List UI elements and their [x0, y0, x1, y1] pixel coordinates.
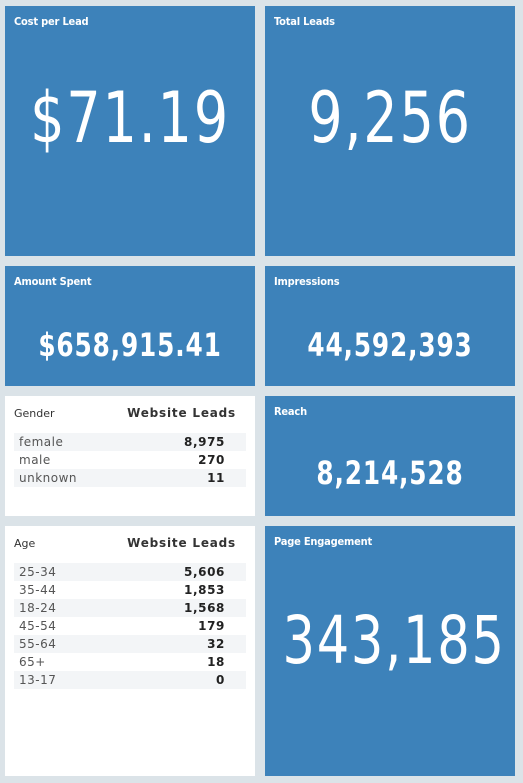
row-value: 0 [216, 673, 225, 687]
table-row: 13-17 0 [14, 671, 246, 689]
impressions-value: 44,592,393 [307, 326, 473, 364]
amount-spent-value: $658,915.41 [38, 326, 222, 364]
row-value: 5,606 [184, 565, 225, 579]
page-engagement-title: Page Engagement [274, 535, 373, 548]
age-table-header: Age Website Leads [14, 534, 246, 552]
page-engagement-value: 343,185 [282, 602, 506, 679]
row-value: 11 [207, 471, 225, 485]
row-value: 270 [198, 453, 225, 467]
page-engagement-tile: Page Engagement 343,185 [265, 526, 515, 776]
gender-table-rows: female 8,975 male 270 unknown 11 [14, 433, 246, 487]
table-row: 55-64 32 [14, 635, 246, 653]
table-row: 25-34 5,606 [14, 563, 246, 581]
row-value: 32 [207, 637, 225, 651]
amount-spent-tile: Amount Spent $658,915.41 [5, 266, 255, 386]
age-column-header: Age [14, 536, 36, 550]
row-value: 1,568 [184, 601, 225, 615]
row-value: 1,853 [184, 583, 225, 597]
cost-per-lead-value: $71.19 [30, 77, 230, 159]
row-label: male [19, 453, 51, 467]
table-row: 65+ 18 [14, 653, 246, 671]
amount-spent-title: Amount Spent [14, 275, 92, 288]
gender-table-tile: Gender Website Leads female 8,975 male 270… [5, 396, 255, 516]
row-label: 45-54 [19, 619, 57, 633]
age-table-rows: 25-34 5,606 35-44 1,853 18-24 1,568 45-54 17… [14, 563, 246, 689]
table-row: female 8,975 [14, 433, 246, 451]
row-label: 55-64 [19, 637, 57, 651]
row-label: 65+ [19, 655, 46, 669]
reach-title: Reach [274, 405, 307, 418]
gender-table-header: Gender Website Leads [14, 404, 246, 422]
table-row: 45-54 179 [14, 617, 246, 635]
row-label: 13-17 [19, 673, 57, 687]
row-label: female [19, 435, 64, 449]
cost-per-lead-title: Cost per Lead [14, 15, 89, 28]
total-leads-tile: Total Leads 9,256 [265, 6, 515, 256]
row-value: 8,975 [184, 435, 225, 449]
row-label: 35-44 [19, 583, 57, 597]
row-value: 179 [198, 619, 225, 633]
total-leads-value: 9,256 [308, 77, 472, 159]
row-value: 18 [207, 655, 225, 669]
age-table-tile: Age Website Leads 25-34 5,606 35-44 1,853 … [5, 526, 255, 776]
table-row: male 270 [14, 451, 246, 469]
website-leads-column-header: Website Leads [127, 536, 236, 550]
cost-per-lead-tile: Cost per Lead $71.19 [5, 6, 255, 256]
table-row: unknown 11 [14, 469, 246, 487]
impressions-title: Impressions [274, 275, 340, 288]
impressions-tile: Impressions 44,592,393 [265, 266, 515, 386]
row-label: unknown [19, 471, 78, 485]
reach-value: 8,214,528 [316, 454, 464, 492]
table-row: 35-44 1,853 [14, 581, 246, 599]
reach-tile: Reach 8,214,528 [265, 396, 515, 516]
row-label: 18-24 [19, 601, 57, 615]
row-label: 25-34 [19, 565, 57, 579]
total-leads-title: Total Leads [274, 15, 335, 28]
website-leads-column-header: Website Leads [127, 406, 236, 420]
gender-column-header: Gender [14, 406, 55, 420]
table-row: 18-24 1,568 [14, 599, 246, 617]
